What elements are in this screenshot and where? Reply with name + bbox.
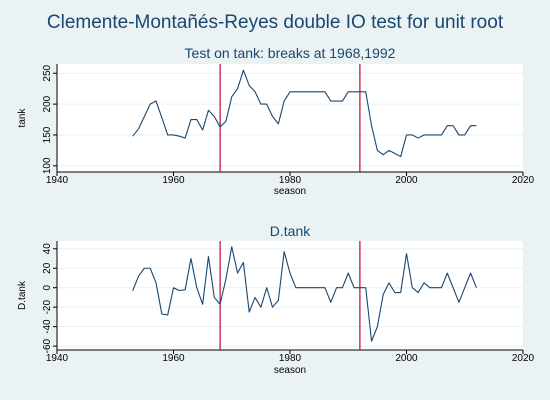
panel-1-plot-area [57, 64, 523, 172]
panel-2-y-tick-label: -40 [42, 319, 53, 334]
panel-2-x-tick-label: 2020 [512, 353, 535, 364]
panel-2-plot-area [57, 241, 523, 350]
panel-1-x-tick-label: 1960 [162, 175, 185, 186]
panel-1-y-tick-label: 200 [42, 95, 53, 112]
panel-1-x-tick-label: 1980 [279, 175, 302, 186]
panel-1-x-tick-label: 2000 [395, 175, 418, 186]
panel-1-y-tick-label: 100 [42, 157, 53, 174]
panel-2-y-tick-label: -20 [42, 300, 53, 315]
panel-2-y-axis-title: D.tank [17, 280, 28, 310]
panel-2-y-tick-label: -60 [42, 338, 53, 353]
panel-1-x-tick-label: 2020 [512, 175, 535, 186]
panel-1-series-line [132, 69, 477, 158]
panel-2-x-axis-title: season [274, 365, 306, 376]
panel-2-y-tick-label: 20 [42, 262, 53, 274]
panel-2-series-line [132, 246, 477, 342]
panel-1-x-tick-label: 1940 [46, 175, 69, 186]
panel-2-subtitle: D.tank [270, 223, 311, 239]
panel-1-y-tick-label: 150 [42, 126, 53, 143]
panel-2-y-tick-label: 0 [42, 284, 53, 290]
panel-2-plot: -60 -40 -20 0 20 40 1940 1960 1980 2000 2020 season… [17, 241, 535, 376]
panel-1-y-tick-label: 250 [42, 64, 53, 81]
panel-2-x-tick-label: 1960 [162, 353, 185, 364]
panel-2-x-tick-label: 1940 [46, 353, 69, 364]
panel-1-subtitle: Test on tank: breaks at 1968,1992 [185, 45, 396, 61]
panel-1-x-axis-title: season [274, 186, 306, 197]
panel-2-x-tick-label: 1980 [279, 353, 302, 364]
chart-title: Clemente-Montañés-Reyes double IO test f… [47, 12, 504, 33]
panel-2-x-tick-label: 2000 [395, 353, 418, 364]
panel-2-y-tick-label: 40 [42, 243, 53, 255]
panel-1-plot: 100 150 200 250 1940 1960 1980 2000 2020 season ta… [17, 64, 535, 197]
panel-1-y-axis-title: tank [17, 108, 28, 128]
